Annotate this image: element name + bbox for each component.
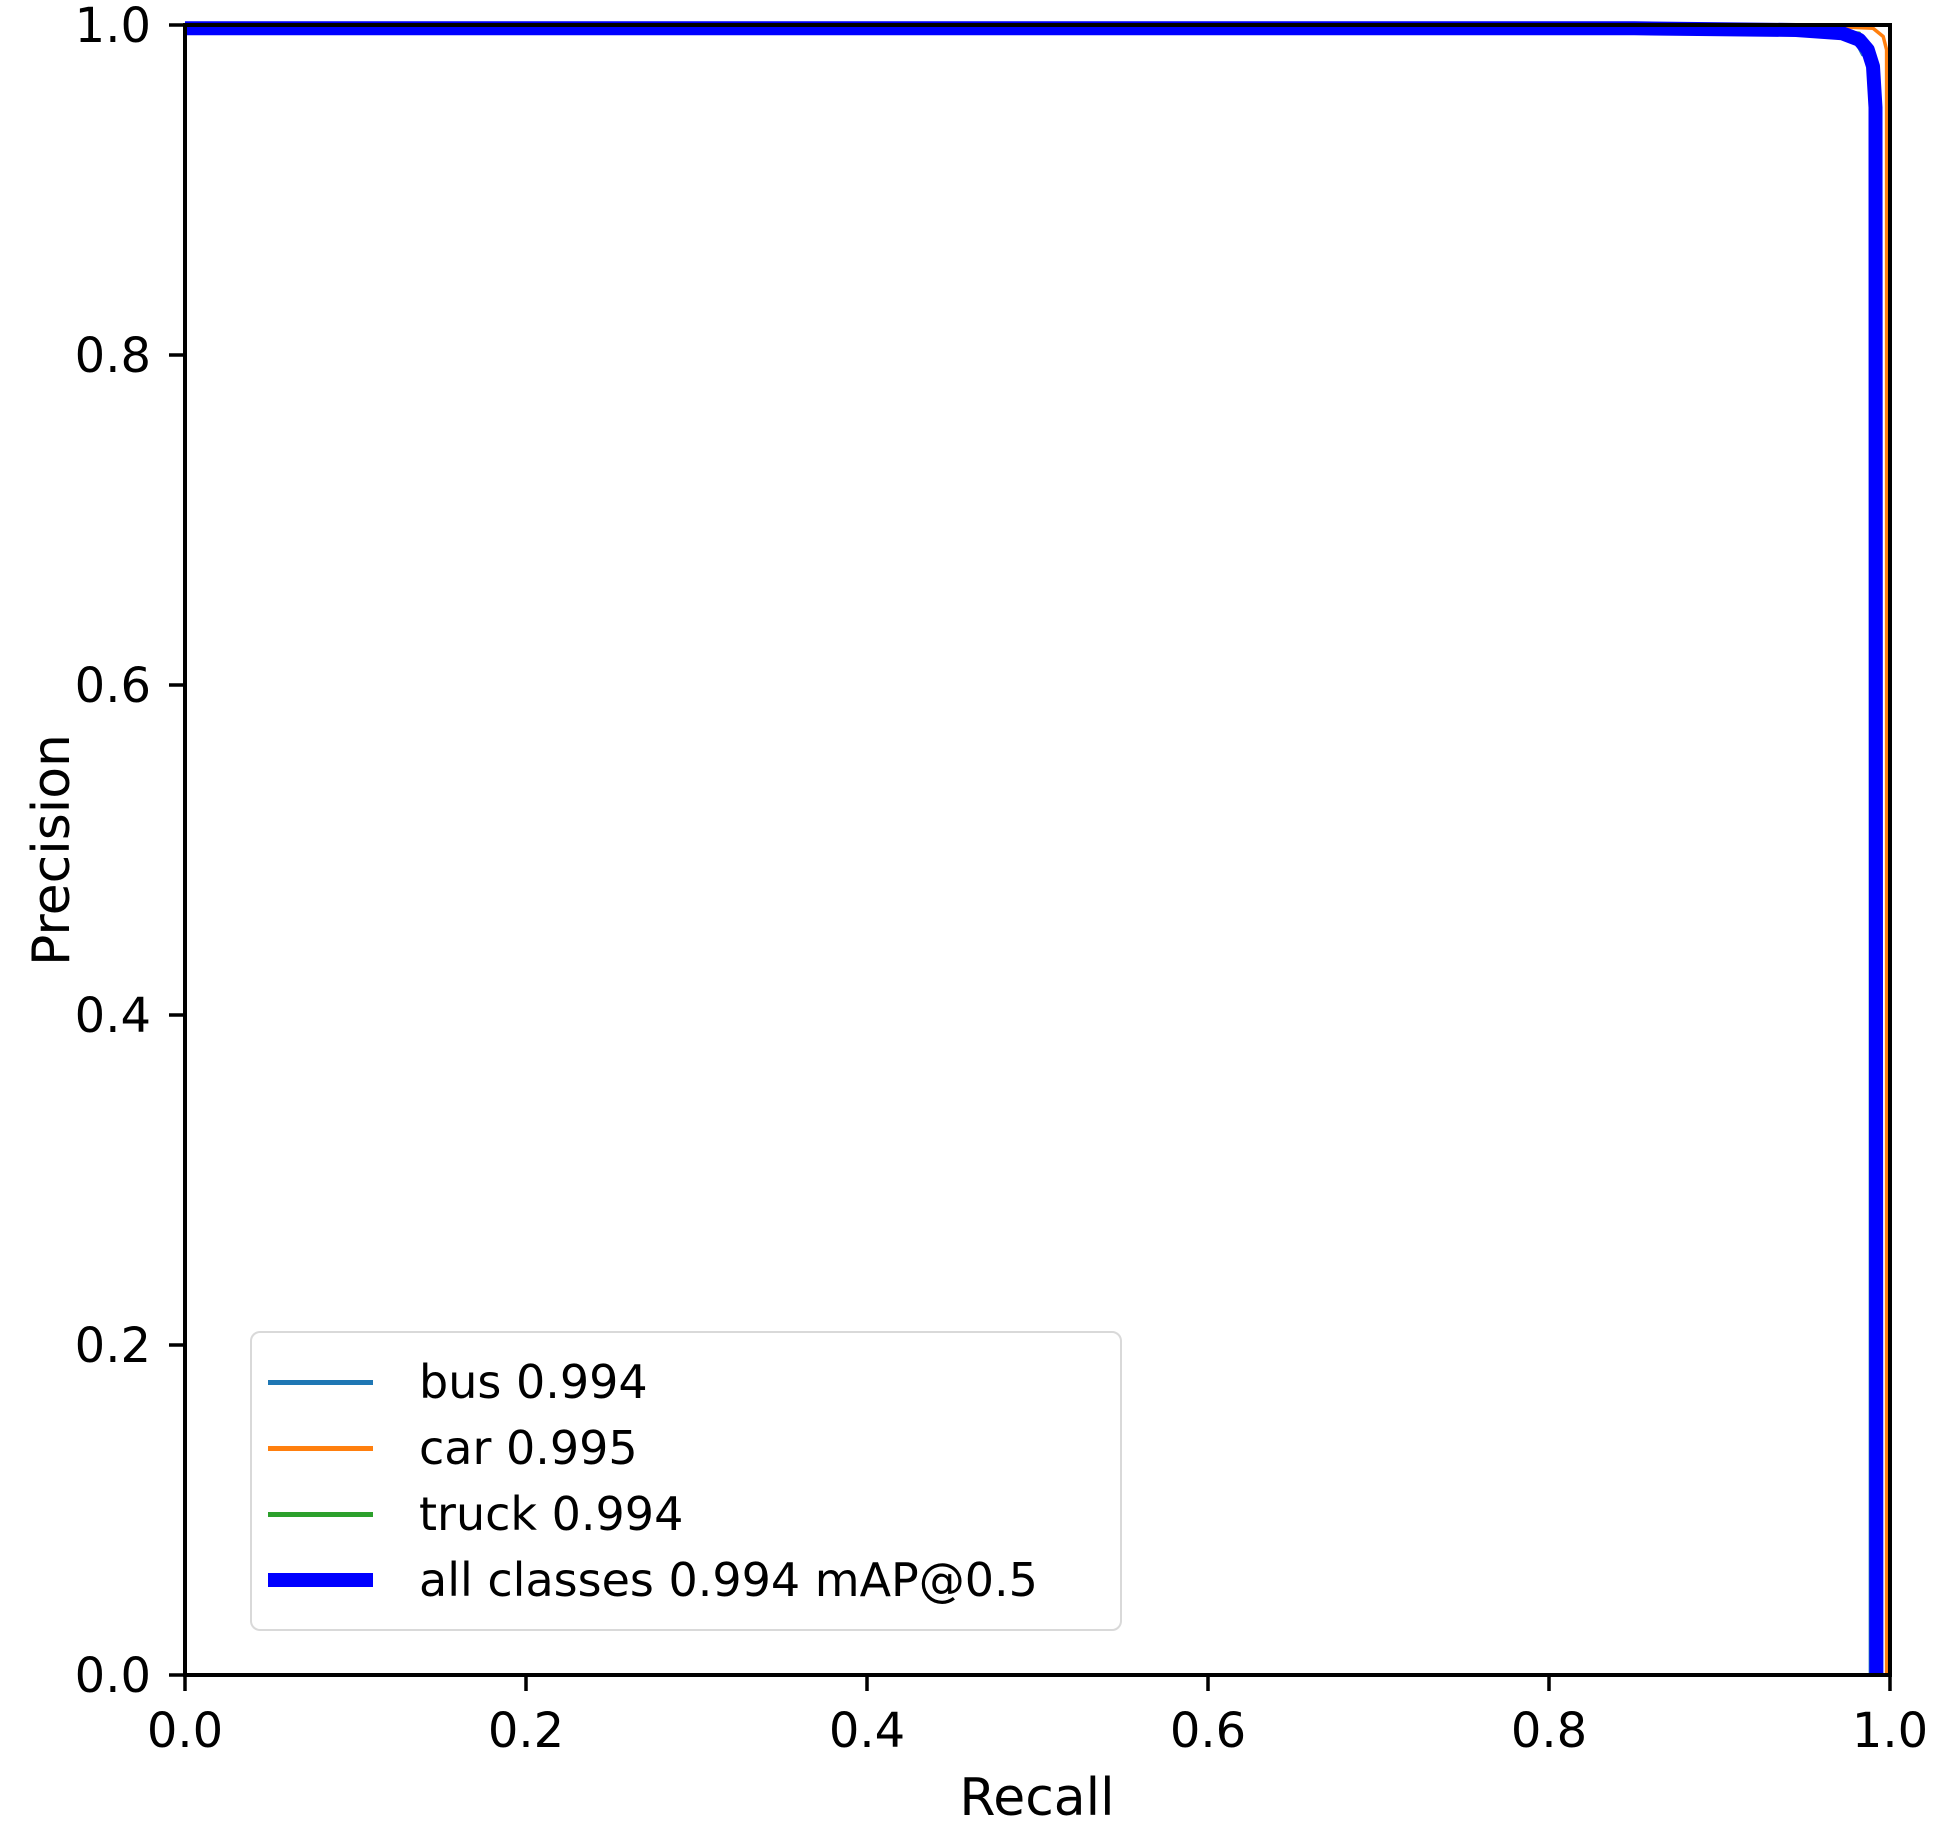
legend-label: bus 0.994 — [419, 1355, 648, 1409]
x-tick-label: 0.6 — [1170, 1703, 1246, 1759]
y-tick-label: 0.8 — [75, 328, 151, 384]
legend: bus 0.994 car 0.995 truck 0.994 all classes… — [250, 1331, 1122, 1631]
x-axis-label: Recall — [959, 1768, 1115, 1828]
x-tick-label: 0.0 — [147, 1703, 223, 1759]
legend-item-all-classes: all classes 0.994 mAP@0.5 — [268, 1547, 1100, 1613]
legend-label: truck 0.994 — [419, 1487, 684, 1541]
legend-swatch-car — [268, 1445, 373, 1451]
legend-label: all classes 0.994 mAP@0.5 — [419, 1553, 1038, 1607]
legend-item-bus: bus 0.994 — [268, 1349, 1100, 1415]
legend-item-car: car 0.995 — [268, 1415, 1100, 1481]
y-tick-label: 0.2 — [75, 1318, 151, 1374]
x-tick-label: 0.4 — [829, 1703, 905, 1759]
x-tick-label: 1.0 — [1852, 1703, 1928, 1759]
y-axis-label: Precision — [22, 733, 82, 967]
legend-swatch-truck — [268, 1511, 373, 1517]
legend-swatch-all-classes — [268, 1573, 373, 1587]
legend-item-truck: truck 0.994 — [268, 1481, 1100, 1547]
legend-swatch-bus — [268, 1379, 373, 1385]
curve-all-classes — [185, 21, 1884, 1676]
x-tick-label: 0.2 — [488, 1703, 564, 1759]
y-tick-label: 1.0 — [75, 0, 151, 54]
y-tick-label: 0.6 — [75, 658, 151, 714]
legend-label: car 0.995 — [419, 1421, 638, 1475]
axes-spines — [183, 23, 1892, 1677]
y-tick-label: 0.0 — [75, 1648, 151, 1704]
y-tick-label: 0.4 — [75, 988, 151, 1044]
x-tick-label: 0.8 — [1511, 1703, 1587, 1759]
